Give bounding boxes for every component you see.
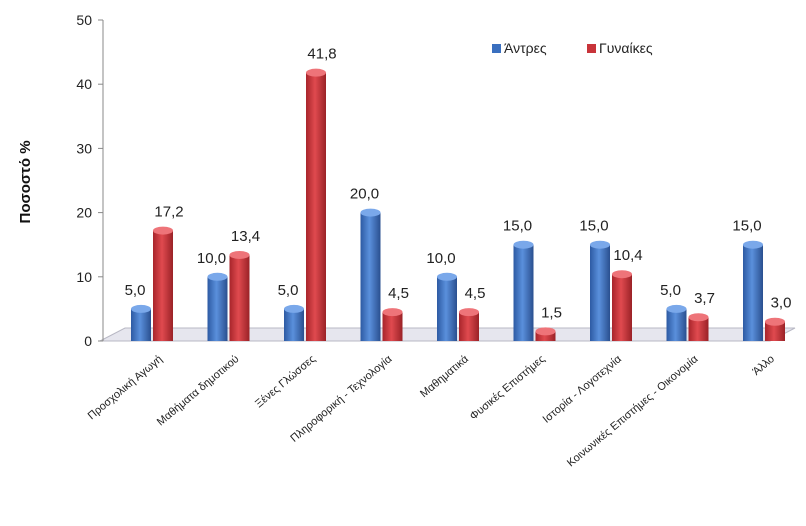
bar-top [743, 240, 763, 249]
bar-women [688, 317, 709, 341]
bar-top [513, 240, 534, 249]
category-label: Κοινωνικές Επιστήμες - Οικονομία [565, 353, 701, 470]
bar-top [284, 304, 304, 313]
bar-top [590, 240, 610, 249]
bar-men [743, 244, 763, 341]
legend-swatch-women [587, 44, 596, 53]
bar-top [612, 270, 632, 279]
bar-women [382, 312, 403, 341]
data-label: 15,0 [503, 218, 532, 235]
category-label: Προσχολική Αγωγή [86, 353, 165, 422]
bar-women [535, 331, 556, 341]
y-axis-label: Ποσοστό % [17, 140, 34, 223]
legend-swatch-men [492, 44, 501, 53]
data-label: 4,5 [465, 285, 486, 302]
bar-top [437, 272, 457, 281]
legend-label-women: Γυναίκες [599, 40, 653, 56]
data-labels: 5,0 17,2 10,0 13,4 5,0 41,8 20,0 4,5 10,0 4,5 15,0… [125, 46, 792, 322]
bar-men [360, 212, 381, 341]
y-tick-label: 30 [76, 140, 92, 156]
data-label: 4,5 [388, 285, 409, 302]
data-label: 5,0 [125, 282, 146, 299]
data-label: 10,0 [426, 250, 455, 267]
bar-men [284, 308, 304, 341]
bar-men [207, 276, 228, 341]
category-label: Μαθηματικά [418, 353, 471, 401]
y-ticks: 0 10 20 30 40 50 [76, 12, 103, 349]
data-label: 3,7 [694, 290, 715, 307]
bar-top [459, 308, 479, 317]
bar-women [765, 321, 785, 341]
data-label: 5,0 [660, 282, 681, 299]
data-label: 10,0 [197, 250, 226, 267]
data-label: 15,0 [579, 218, 608, 235]
category-label: Φυσικές Επιστήμες [468, 353, 548, 423]
bar-top [666, 304, 687, 313]
data-label: 13,4 [231, 228, 260, 245]
category-label: Μαθήματα δημοτικού [155, 353, 242, 428]
bar-women [153, 230, 173, 341]
bar-top [131, 304, 151, 313]
bar-top [382, 308, 403, 317]
data-label: 10,4 [613, 247, 642, 264]
data-label: 1,5 [541, 304, 562, 321]
category-label: Ξένες Γλώσσες [253, 353, 318, 410]
bar-women [229, 254, 250, 341]
y-tick-label: 50 [76, 12, 92, 28]
data-label: 3,0 [771, 295, 792, 312]
legend-label-men: Άντρες [504, 40, 547, 56]
data-label: 15,0 [732, 218, 761, 235]
bar-women [306, 72, 326, 342]
bar-women [612, 274, 632, 341]
bar-women [459, 312, 479, 341]
bar-top [688, 313, 709, 322]
bar-top [360, 208, 381, 217]
data-label: 41,8 [307, 46, 336, 63]
y-tick-label: 0 [84, 333, 92, 349]
bar-top [207, 272, 228, 281]
bar-men [437, 276, 457, 341]
bar-men [513, 244, 534, 341]
bar-men [590, 244, 610, 341]
bars [131, 68, 785, 342]
y-tick-label: 40 [76, 76, 92, 92]
bar-men [666, 308, 687, 341]
bar-top [535, 327, 556, 336]
bar-top [229, 250, 250, 259]
y-tick-label: 20 [76, 205, 92, 221]
data-label: 20,0 [350, 186, 379, 203]
bar-top [306, 68, 326, 77]
bar-top [765, 317, 785, 326]
y-tick-label: 10 [76, 269, 92, 285]
legend: Άντρες Γυναίκες [492, 40, 653, 56]
data-label: 17,2 [154, 204, 183, 221]
category-label: Ιστορία - Λογοτεχνία [541, 353, 625, 426]
bar-men [131, 308, 151, 341]
bar-top [153, 226, 173, 235]
data-label: 5,0 [278, 282, 299, 299]
category-label: Άλλο [751, 353, 777, 378]
